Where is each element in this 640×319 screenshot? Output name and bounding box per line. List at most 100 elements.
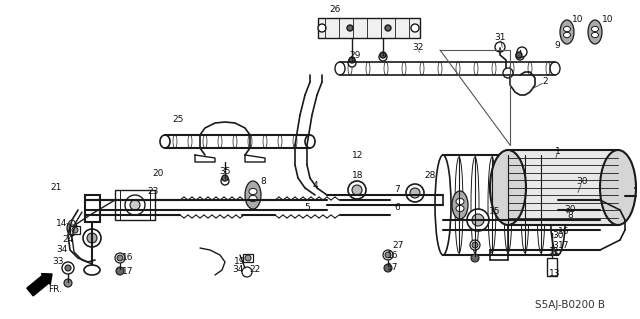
Ellipse shape (115, 253, 125, 263)
Ellipse shape (318, 24, 326, 32)
Ellipse shape (452, 191, 468, 219)
Ellipse shape (384, 264, 392, 272)
Ellipse shape (116, 267, 124, 275)
Text: FR.: FR. (48, 286, 62, 294)
Ellipse shape (411, 24, 419, 32)
Ellipse shape (347, 25, 353, 31)
Ellipse shape (406, 184, 424, 202)
Ellipse shape (249, 196, 257, 202)
Text: 13: 13 (549, 269, 561, 278)
Text: 29: 29 (349, 50, 361, 60)
Ellipse shape (348, 59, 356, 67)
FancyArrow shape (27, 274, 52, 296)
Ellipse shape (130, 200, 140, 210)
Ellipse shape (410, 188, 420, 198)
Ellipse shape (222, 175, 228, 181)
Text: 19: 19 (234, 257, 246, 266)
Ellipse shape (249, 189, 257, 195)
Bar (70, 226, 80, 234)
Ellipse shape (550, 155, 566, 255)
Ellipse shape (242, 267, 252, 277)
Ellipse shape (245, 181, 261, 209)
Text: S5AJ-B0200 B: S5AJ-B0200 B (535, 300, 605, 310)
Ellipse shape (470, 240, 480, 250)
Ellipse shape (160, 135, 170, 148)
Ellipse shape (385, 25, 391, 31)
Text: 3: 3 (552, 241, 558, 249)
Ellipse shape (517, 47, 527, 57)
Text: 32: 32 (412, 43, 424, 53)
Text: 28: 28 (424, 170, 436, 180)
Ellipse shape (456, 198, 464, 204)
Ellipse shape (349, 57, 355, 63)
Text: 1: 1 (555, 147, 561, 157)
Text: 14: 14 (56, 219, 68, 227)
Ellipse shape (117, 255, 123, 261)
Ellipse shape (65, 265, 71, 271)
Ellipse shape (69, 220, 75, 226)
Ellipse shape (380, 52, 386, 58)
Text: 2: 2 (542, 78, 548, 86)
Ellipse shape (348, 181, 366, 199)
Text: 23: 23 (147, 188, 159, 197)
Ellipse shape (591, 32, 598, 38)
Ellipse shape (588, 20, 602, 44)
Ellipse shape (472, 242, 478, 248)
Text: 10: 10 (602, 16, 614, 25)
Text: 12: 12 (352, 151, 364, 160)
Ellipse shape (490, 150, 526, 225)
Ellipse shape (503, 68, 513, 78)
Text: 6: 6 (394, 204, 400, 212)
Ellipse shape (471, 254, 479, 262)
Ellipse shape (456, 205, 464, 211)
Text: 30: 30 (564, 205, 576, 214)
Bar (243, 254, 253, 262)
Text: 35: 35 (220, 167, 231, 176)
Text: 8: 8 (567, 211, 573, 219)
Bar (547, 258, 557, 276)
Ellipse shape (245, 255, 251, 261)
Ellipse shape (64, 279, 72, 287)
Ellipse shape (221, 177, 229, 185)
Ellipse shape (125, 195, 145, 215)
Bar (318, 18, 420, 38)
Text: 26: 26 (330, 5, 340, 14)
Text: 17: 17 (387, 263, 399, 272)
Ellipse shape (335, 62, 345, 75)
Ellipse shape (563, 32, 570, 38)
Ellipse shape (352, 185, 362, 195)
Ellipse shape (385, 252, 391, 258)
Ellipse shape (69, 230, 75, 236)
Text: 30: 30 (552, 231, 564, 240)
Ellipse shape (383, 250, 393, 260)
Text: 27: 27 (392, 241, 404, 249)
Text: 34: 34 (232, 265, 244, 275)
Ellipse shape (516, 52, 524, 60)
Text: 20: 20 (152, 168, 164, 177)
Text: 4: 4 (312, 181, 318, 189)
Text: 25: 25 (172, 115, 184, 124)
Ellipse shape (83, 229, 101, 247)
Ellipse shape (600, 150, 636, 225)
Text: 7: 7 (394, 186, 400, 195)
Ellipse shape (379, 53, 387, 61)
Text: 16: 16 (558, 227, 570, 236)
Ellipse shape (72, 227, 78, 233)
Bar (115, 190, 155, 220)
Text: 31: 31 (494, 33, 506, 42)
Text: 5: 5 (304, 203, 310, 211)
Ellipse shape (591, 26, 598, 32)
Ellipse shape (435, 155, 451, 255)
Text: 21: 21 (51, 183, 61, 192)
Text: 30: 30 (576, 177, 588, 187)
Text: 8: 8 (260, 177, 266, 187)
Text: 24: 24 (62, 235, 74, 244)
Text: 15: 15 (489, 207, 500, 217)
Ellipse shape (305, 135, 315, 148)
Ellipse shape (560, 20, 574, 44)
Text: 34: 34 (56, 246, 68, 255)
Ellipse shape (467, 209, 489, 231)
Ellipse shape (472, 214, 484, 226)
Text: 16: 16 (387, 250, 399, 259)
Ellipse shape (563, 26, 570, 32)
